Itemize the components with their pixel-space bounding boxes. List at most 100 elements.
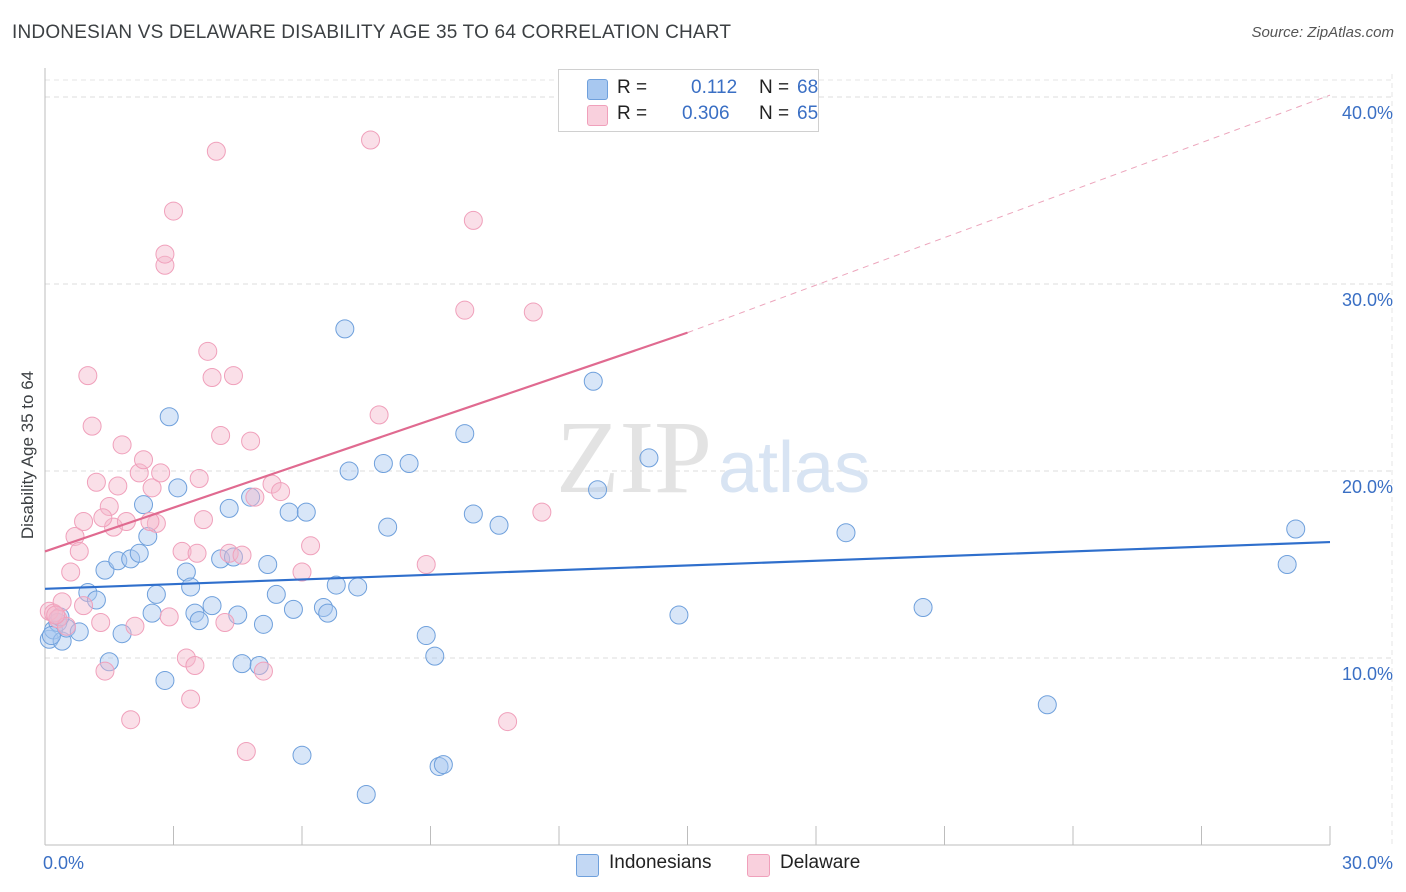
- legend-n-value: 65: [797, 103, 819, 124]
- delaware-point-61: [46, 605, 66, 625]
- correlation-legend: R = 0.112 N = 68 R = 0.306 N = 65: [558, 69, 819, 132]
- delaware-point-20: [121, 710, 141, 730]
- legend-r-value: 0.306: [682, 103, 730, 124]
- legend-swatch-pink: [587, 105, 608, 126]
- indonesians-point-33: [253, 614, 273, 634]
- indonesians-point-27: [219, 498, 239, 518]
- delaware-point-23: [134, 450, 154, 470]
- gridlines: [45, 74, 1393, 845]
- indonesians-point-48: [378, 517, 398, 537]
- delaware-point-64: [187, 543, 207, 563]
- indonesians-point-57: [583, 371, 603, 391]
- indonesians-point-62: [913, 598, 933, 618]
- delaware-point-33: [181, 689, 201, 709]
- delaware-point-45: [236, 742, 256, 761]
- indonesians-point-5: [69, 622, 89, 642]
- indonesians-point-65: [1286, 519, 1306, 539]
- indonesians-point-45: [348, 577, 368, 597]
- x-tick-label-min: 0.0%: [43, 853, 84, 873]
- delaware-point-47: [245, 487, 265, 507]
- delaware-point-17: [108, 476, 128, 496]
- delaware-point-56: [455, 300, 475, 320]
- delaware-point-46: [241, 431, 261, 451]
- legend-r-label: R =: [617, 77, 648, 98]
- indonesians-point-8: [95, 560, 115, 580]
- data-points: [39, 130, 1306, 805]
- y-tick-label-20: 20.0%: [1342, 477, 1393, 497]
- indonesians-point-54: [455, 424, 475, 444]
- bottom-legend-swatch-blue: [576, 854, 599, 877]
- source-credit: Source: ZipAtlas.com: [1251, 24, 1394, 41]
- delaware-point-38: [202, 368, 222, 387]
- indonesians-point-61: [836, 523, 856, 543]
- delaware-point-40: [211, 425, 231, 445]
- delaware-point-9: [74, 511, 94, 531]
- indonesians-point-42: [326, 575, 346, 595]
- indonesians-point-47: [373, 454, 393, 474]
- indonesians-point-25: [202, 596, 222, 616]
- watermark-zip: ZIP: [556, 400, 712, 515]
- delaware-point-53: [361, 130, 381, 150]
- indonesians-point-64: [1277, 555, 1297, 574]
- indonesians-point-20: [168, 478, 188, 498]
- indonesians-point-37: [283, 599, 303, 619]
- delaware-point-21: [125, 616, 145, 636]
- indonesians-point-17: [146, 584, 166, 604]
- delaware-point-60: [532, 502, 552, 522]
- delaware-trend-extension: [687, 94, 1331, 334]
- delaware-point-26: [151, 463, 171, 483]
- delaware-point-39: [206, 141, 226, 161]
- indonesians-point-7: [86, 590, 106, 610]
- delaware-point-14: [95, 661, 115, 681]
- indonesians-point-14: [134, 495, 154, 515]
- legend-n-value: 68: [797, 77, 819, 98]
- delaware-point-57: [463, 210, 483, 230]
- indonesians-point-41: [318, 603, 338, 623]
- delaware-point-30: [164, 201, 183, 221]
- axes: [44, 68, 1331, 846]
- x-tick-label-max: 30.0%: [1342, 853, 1393, 873]
- legend-n-label: N =: [759, 77, 790, 98]
- delaware-point-35: [189, 468, 209, 488]
- delaware-point-51: [292, 562, 312, 582]
- delaware-point-43: [223, 366, 243, 386]
- indonesians-point-16: [142, 603, 162, 623]
- indonesians-point-9: [99, 652, 119, 672]
- delaware-point-28: [155, 244, 175, 264]
- delaware-point-34: [185, 655, 205, 675]
- indonesians-point-35: [266, 584, 286, 604]
- delaware-point-58: [498, 712, 518, 732]
- indonesians-point-22: [181, 577, 201, 597]
- delaware-trend-line: [44, 331, 688, 553]
- indonesians-point-51: [425, 646, 445, 666]
- bottom-legend-swatch-pink: [747, 854, 770, 877]
- delaware-point-62: [93, 508, 113, 528]
- delaware-point-37: [198, 341, 218, 361]
- indonesians-point-63: [1037, 695, 1057, 715]
- delaware-point-12: [86, 472, 106, 492]
- delaware-point-10: [78, 366, 98, 386]
- delaware-point-52: [301, 536, 321, 556]
- delaware-point-48: [253, 661, 273, 681]
- indonesians-point-36: [279, 502, 299, 522]
- indonesians-point-19: [159, 407, 179, 427]
- indonesians-point-43: [335, 319, 355, 339]
- watermark-atlas: atlas: [718, 428, 870, 508]
- indonesians-point-53: [433, 755, 453, 775]
- chart-title: INDONESIAN VS DELAWARE DISABILITY AGE 35…: [12, 22, 732, 43]
- indonesians-point-56: [489, 515, 509, 535]
- delaware-point-59: [523, 302, 543, 322]
- indonesians-point-24: [189, 611, 209, 631]
- trend-lines: [44, 94, 1331, 590]
- y-tick-label-40: 40.0%: [1342, 103, 1393, 123]
- delaware-point-6: [65, 526, 85, 546]
- delaware-point-13: [91, 612, 111, 632]
- bottom-legend-label: Indonesians: [609, 852, 712, 873]
- delaware-point-36: [193, 510, 213, 530]
- indonesians-point-44: [339, 461, 359, 481]
- bottom-legend-label: Delaware: [780, 852, 861, 873]
- delaware-point-15: [99, 497, 119, 517]
- y-tick-label-10: 10.0%: [1342, 664, 1393, 684]
- delaware-point-27: [155, 255, 175, 275]
